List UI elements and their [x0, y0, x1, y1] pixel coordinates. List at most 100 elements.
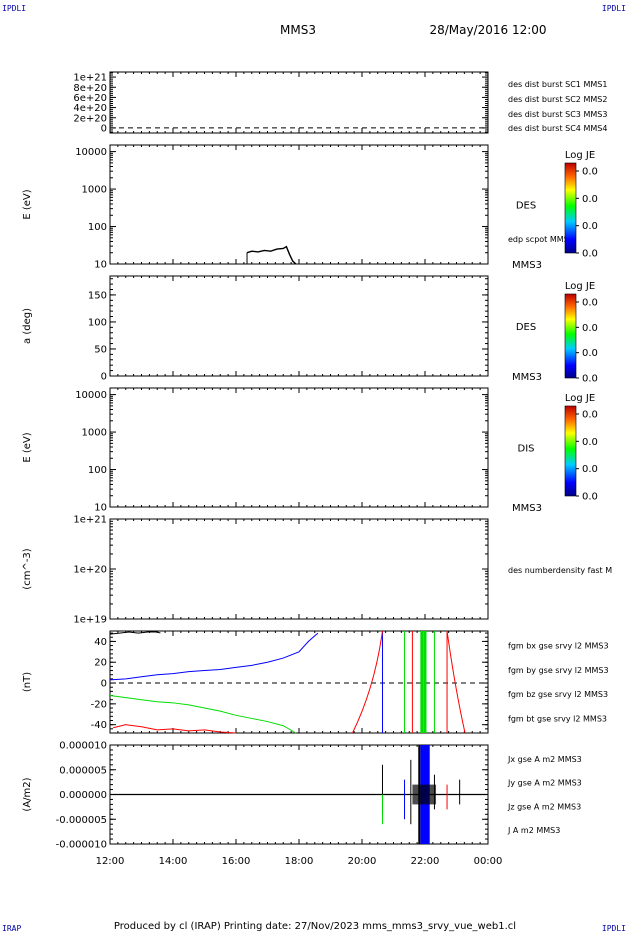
datetime-title: 28/May/2016 12:00: [429, 23, 546, 37]
y-tick-label: 6e+20: [73, 93, 107, 104]
legend-entry: des dist burst SC4 MMS4: [508, 124, 607, 133]
x-tick-label: 20:00: [348, 856, 377, 867]
legend-entry: fgm bx gse srvy l2 MMS3: [508, 642, 609, 651]
legend-entry: J A m2 MMS3: [507, 826, 560, 835]
y-tick-label: -40: [91, 720, 107, 731]
x-tick-label: 00:00: [474, 856, 503, 867]
panel-des-energy: 10000 1000 100 10 E (eV) DES MMS3 edp scpot MMS…: [22, 144, 598, 271]
colorbar-tick-label: 0.0: [582, 492, 598, 503]
legend-entry: des dist burst SC3 MMS3: [508, 110, 607, 119]
series-line: [109, 695, 297, 734]
legend-entry: des dist burst SC1 MMS1: [508, 80, 607, 89]
instrument-side-label: DES: [516, 201, 536, 212]
y-tick-label: 50: [94, 344, 107, 355]
colorbar: [564, 293, 577, 379]
legend-entry: fgm by gse srvy l2 MMS3: [508, 666, 609, 675]
colorbar: [564, 405, 577, 497]
y-tick-label: 1e+19: [73, 615, 107, 626]
y-axis-label: (cm^-3): [22, 548, 33, 589]
spacecraft-side-label: MMS3: [512, 503, 542, 514]
panel-frame: [109, 71, 489, 134]
y-tick-label: 0.000010: [59, 741, 107, 752]
y-axis-label: (A/m2): [22, 777, 33, 811]
panel-frame: [109, 275, 489, 377]
footer-text: Produced by cl (IRAP) Printing date: 27/…: [114, 921, 516, 932]
series-line: [109, 632, 319, 681]
field-excursion: [352, 630, 383, 734]
y-axis-label: a (deg): [22, 308, 33, 344]
panel-frame: [109, 630, 489, 734]
y-tick-label: 1000: [82, 185, 107, 196]
panel-current: 0.000010 0.000005 0.000000 -0.000005 -0.0000…: [22, 741, 582, 868]
series-line: [113, 724, 237, 734]
y-tick-label: 10: [94, 260, 107, 271]
corner-label-top-right: IPDLI: [601, 4, 626, 13]
legend-entry: fgm bt gse srvy l2 MMS3: [508, 714, 607, 723]
y-tick-label: -0.000005: [56, 815, 107, 826]
y-axis-label: E (eV): [22, 189, 33, 219]
colorbar-tick-label: 0.0: [582, 167, 598, 178]
colorbar-title: Log JE: [565, 150, 595, 161]
series-line: [109, 631, 161, 635]
legend-entry: des numberdensity fast M: [508, 566, 612, 575]
colorbar-title: Log JE: [565, 393, 595, 404]
colorbar-tick-label: 0.0: [582, 464, 598, 475]
scpot-trace: [246, 245, 297, 265]
y-tick-label: -0.000010: [56, 840, 107, 851]
y-tick-label: -20: [91, 699, 107, 710]
panel-des-pitch: 150 100 50 0 a (deg) DES MMS3 Log JE 0.0 0.0 0.0 0.…: [22, 275, 598, 385]
spacecraft-side-label: MMS3: [512, 372, 542, 383]
y-tick-label: 100: [88, 317, 107, 328]
y-tick-label: 150: [88, 290, 107, 301]
spacecraft-title: MMS3: [280, 23, 316, 37]
y-tick-label: 100: [88, 222, 107, 233]
colorbar-tick-label: 0.0: [582, 437, 598, 448]
y-tick-label: 1e+21: [73, 73, 107, 84]
colorbar-tick-label: 0.0: [582, 194, 598, 205]
y-tick-label: 4e+20: [73, 103, 107, 114]
colorbar-title: Log JE: [565, 281, 595, 292]
corner-label-top-left: IPDLI: [2, 4, 27, 13]
colorbar-tick-label: 0.0: [582, 249, 598, 260]
y-tick-label: 40: [94, 637, 107, 648]
legend-entry: Jx gse A m2 MMS3: [507, 755, 582, 764]
colorbar-tick-label: 0.0: [582, 298, 598, 309]
colorbar: [564, 162, 577, 254]
y-tick-label: 10000: [75, 390, 107, 401]
panel-fgm: 40 20 0 -20 -40 (nT) fgm bx gse srvy l2 MMS3 fg…: [22, 630, 609, 734]
corner-label-bottom-right: IPDLI: [601, 924, 626, 933]
y-tick-label: 1e+21: [73, 515, 107, 526]
x-tick-label: 16:00: [222, 856, 251, 867]
colorbar-tick-label: 0.0: [582, 348, 598, 359]
legend-entry: des dist burst SC2 MMS2: [508, 95, 607, 104]
panel-dis-energy: 10000 1000 100 10 E (eV) DIS MMS3 Log JE 0.0 0.0 0…: [22, 387, 598, 514]
legend-entry: fgm bz gse srvy l2 MMS3: [508, 690, 608, 699]
y-tick-label: 8e+20: [73, 83, 107, 94]
field-excursion: [446, 630, 466, 734]
colorbar-tick-label: 0.0: [582, 221, 598, 232]
y-tick-label: 0.000005: [59, 765, 107, 776]
x-tick-label: 22:00: [411, 856, 440, 867]
colorbar-tick-label: 0.0: [582, 323, 598, 334]
y-tick-label: 1000: [82, 428, 107, 439]
y-tick-label: 2e+20: [73, 113, 107, 124]
y-tick-label: 0: [101, 123, 107, 134]
instrument-side-label: DES: [516, 322, 536, 333]
colorbar-tick-label: 0.0: [582, 410, 598, 421]
y-tick-label: 0: [101, 679, 107, 690]
panel-frame: [109, 144, 489, 265]
x-tick-label: 12:00: [96, 856, 125, 867]
x-tick-label: 14:00: [159, 856, 188, 867]
y-tick-label: 0.000000: [59, 790, 107, 801]
y-axis-label: (nT): [22, 672, 33, 692]
y-tick-label: 100: [88, 465, 107, 476]
trace-label: edp scpot MMS3: [508, 235, 574, 244]
current-envelope: [412, 784, 437, 805]
legend-entry: Jz gse A m2 MMS3: [507, 802, 581, 811]
y-tick-label: 20: [94, 658, 107, 669]
colorbar-tick-label: 0.0: [582, 374, 598, 385]
instrument-side-label: DIS: [518, 444, 535, 455]
y-tick-label: 1e+20: [73, 565, 107, 576]
